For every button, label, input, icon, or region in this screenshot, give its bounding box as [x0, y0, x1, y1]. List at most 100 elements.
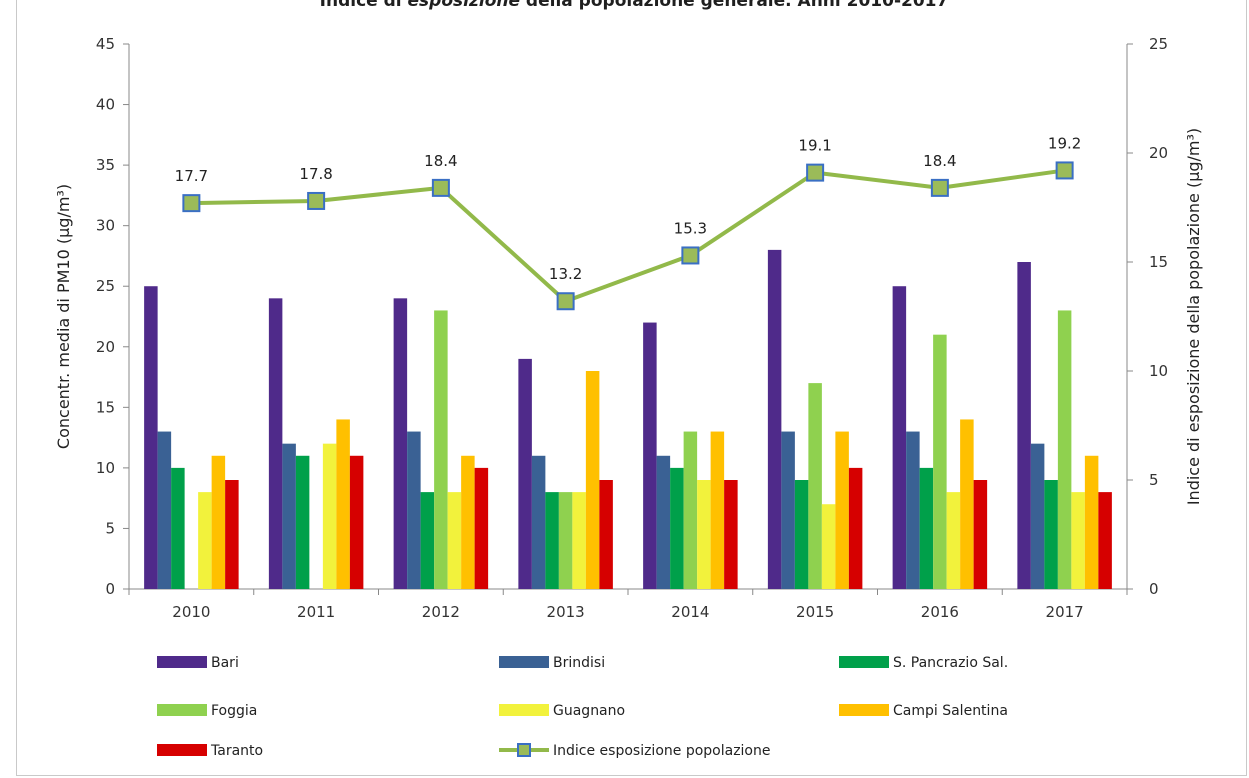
- legend: Bari Brindisi S. Pancrazio Sal. Foggia Guagn…: [157, 655, 1008, 759]
- bar: [434, 310, 448, 589]
- bar: [1017, 262, 1031, 589]
- bar: [336, 419, 350, 589]
- bar: [295, 455, 310, 589]
- y-tick-label: 35: [96, 156, 115, 174]
- bar: [697, 480, 711, 589]
- x-tick-label: 2013: [547, 603, 585, 621]
- bar: [585, 371, 600, 589]
- exposure-point: [806, 163, 825, 182]
- bar: [656, 455, 671, 589]
- bar: [683, 431, 698, 589]
- bar: [447, 492, 462, 589]
- legend-label: Bari: [211, 655, 239, 671]
- legend-swatch: [499, 656, 549, 668]
- bar: [420, 492, 435, 589]
- bar: [211, 455, 226, 589]
- legend-label: Guagnano: [553, 703, 625, 719]
- bar: [282, 443, 296, 589]
- data-label: 19.1: [798, 137, 831, 155]
- bar: [322, 443, 337, 589]
- exposure-point: [1055, 161, 1074, 180]
- legend-swatch: [839, 704, 889, 716]
- data-label: 18.4: [424, 152, 457, 170]
- x-tick-label: 2014: [671, 603, 709, 621]
- bar: [198, 492, 212, 589]
- bar: [144, 286, 158, 589]
- data-label: 13.2: [549, 265, 582, 283]
- data-label: 17.7: [175, 167, 208, 185]
- bar: [848, 467, 863, 589]
- y-tick-label: 20: [96, 338, 115, 356]
- legend-label: S. Pancrazio Sal.: [893, 655, 1008, 671]
- bar: [960, 419, 974, 589]
- y2-tick-label: 0: [1149, 580, 1159, 598]
- x-tick-label: 2016: [921, 603, 959, 621]
- y-tick-label: 0: [105, 580, 115, 598]
- y2-tick-label: 25: [1149, 35, 1168, 53]
- y-axis-label: Concentr. media di PM10 (µg/m³): [54, 184, 73, 449]
- y-tick-label: 30: [96, 217, 115, 235]
- data-label: 19.2: [1048, 134, 1081, 152]
- legend-swatch: [157, 704, 207, 716]
- data-label: 18.4: [923, 152, 956, 170]
- bar: [933, 334, 947, 589]
- bar: [892, 286, 907, 589]
- bar: [670, 467, 684, 589]
- bar: [1084, 455, 1099, 589]
- exposure-line-path: [191, 168, 1065, 304]
- chart-title-part-2: della popolazione generale. Anni 2010-20…: [520, 0, 948, 11]
- bar: [157, 431, 172, 589]
- y2-tick-label: 15: [1149, 253, 1168, 271]
- bar: [781, 431, 795, 589]
- y-axis: 0 5 10 15 20 25 30 35 40 45: [96, 35, 130, 598]
- y2-tick-label: 20: [1149, 144, 1168, 162]
- bar: [1098, 492, 1112, 589]
- exposure-point: [307, 191, 326, 210]
- bar: [558, 492, 573, 589]
- bar: [643, 322, 657, 589]
- chart-title: Indice di esposizione della popolazione …: [320, 0, 949, 11]
- x-tick-label: 2011: [297, 603, 335, 621]
- bar: [225, 480, 239, 589]
- y-tick-label: 15: [96, 398, 115, 416]
- legend-label: Brindisi: [553, 655, 605, 671]
- exposure-line: 17.7 17.8 18.4 13.2 15.3 19.1 18.4 19.2: [175, 134, 1081, 311]
- bar: [171, 467, 185, 589]
- bar: [946, 492, 961, 589]
- exposure-point: [182, 194, 201, 213]
- y-tick-label: 25: [96, 277, 115, 295]
- chart-svg: Indice di esposizione della popolazione …: [54, 0, 1203, 759]
- bar: [461, 455, 475, 589]
- legend-label: Taranto: [210, 743, 263, 759]
- y2-axis-label: Indice di esposizione della popolazione …: [1184, 128, 1203, 505]
- bar: [572, 492, 586, 589]
- bar: [545, 492, 559, 589]
- legend-swatch: [839, 656, 889, 668]
- legend-marker: [517, 743, 531, 757]
- legend-label: Foggia: [211, 703, 257, 719]
- data-label: 17.8: [299, 165, 332, 183]
- exposure-point: [431, 178, 450, 197]
- y-tick-label: 40: [96, 96, 115, 114]
- chart-frame: Indice di esposizione della popolazione …: [16, 0, 1247, 776]
- exposure-point: [681, 246, 700, 265]
- y-tick-label: 10: [96, 459, 115, 477]
- legend-label: Campi Salentina: [893, 703, 1008, 719]
- bar: [767, 249, 782, 589]
- bar: [710, 431, 725, 589]
- x-tick-label: 2012: [422, 603, 460, 621]
- legend-swatch: [157, 656, 207, 668]
- chart-title-part-0: Indice di: [320, 0, 408, 11]
- bar: [906, 431, 920, 589]
- bar: [349, 455, 364, 589]
- exposure-point: [930, 178, 949, 197]
- data-label: 15.3: [674, 219, 707, 237]
- x-tick-label: 2010: [172, 603, 210, 621]
- y2-tick-label: 5: [1149, 471, 1159, 489]
- legend-swatch: [157, 744, 207, 756]
- bar: [1030, 443, 1045, 589]
- bar: [919, 467, 934, 589]
- x-tick-label: 2017: [1046, 603, 1084, 621]
- bar: [599, 480, 613, 589]
- bar: [794, 480, 809, 589]
